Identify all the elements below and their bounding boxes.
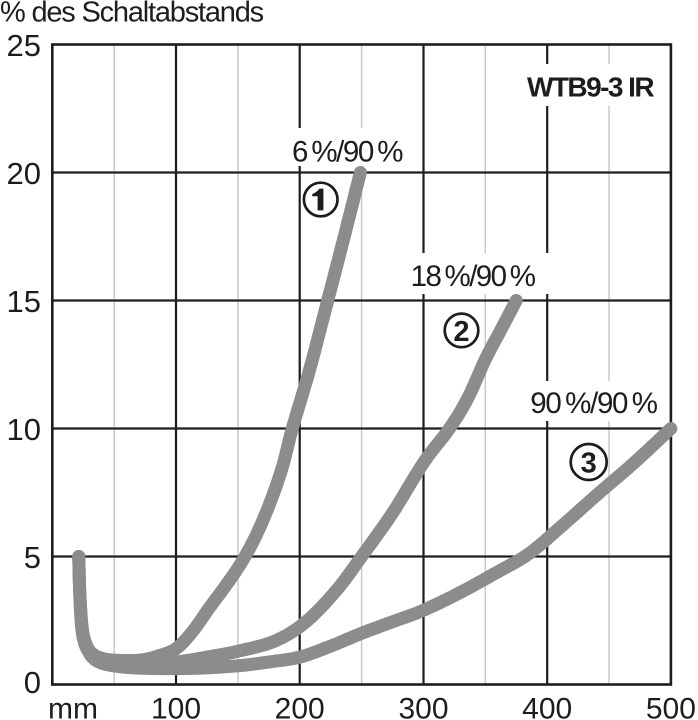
svg-text:2: 2: [453, 316, 469, 348]
svg-text:300: 300: [398, 693, 448, 720]
svg-text:% des Schaltabstands: % des Schaltabstands: [0, 0, 264, 29]
svg-text:18 %/90 %: 18 %/90 %: [411, 260, 536, 293]
svg-text:15: 15: [7, 284, 41, 319]
svg-text:WTB9-3 IR: WTB9-3 IR: [527, 72, 654, 103]
svg-text:25: 25: [7, 28, 41, 63]
svg-text:500: 500: [646, 693, 696, 720]
svg-text:20: 20: [7, 156, 41, 191]
svg-text:400: 400: [522, 693, 572, 720]
svg-text:90 %/90 %: 90 %/90 %: [530, 387, 657, 420]
svg-text:10: 10: [7, 412, 41, 447]
svg-text:100: 100: [151, 693, 201, 720]
svg-text:5: 5: [24, 540, 41, 575]
svg-text:200: 200: [275, 693, 325, 720]
svg-text:mm: mm: [48, 693, 98, 720]
svg-text:6 %/90 %: 6 %/90 %: [292, 135, 403, 168]
svg-text:3: 3: [581, 447, 597, 479]
svg-text:0: 0: [24, 665, 41, 700]
